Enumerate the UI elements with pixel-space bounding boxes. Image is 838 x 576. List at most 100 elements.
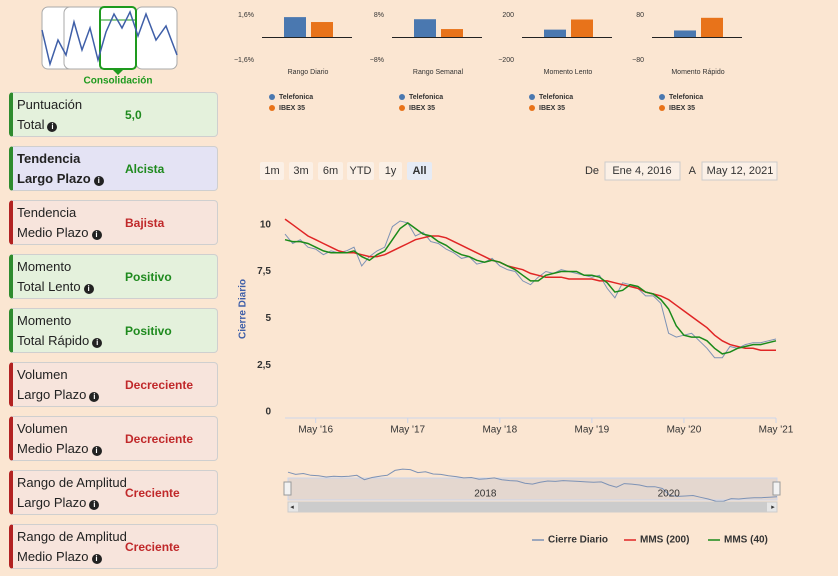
scrollbar-thumb xyxy=(298,502,767,512)
card-label-line: Medio Plazo xyxy=(17,549,89,564)
card-value: Creciente xyxy=(125,486,180,500)
y-tick-label: −8% xyxy=(370,57,384,64)
y-tick-label: 80 xyxy=(636,12,644,19)
line-series xyxy=(284,218,776,351)
info-icon[interactable]: i xyxy=(47,122,58,132)
legend-label: Telefonica xyxy=(279,94,313,101)
scrollbar-arrow: ◂ xyxy=(290,504,294,511)
legend-symbol xyxy=(659,94,665,100)
indicator-card: Momento Total Lento i Positivo xyxy=(9,254,218,299)
x-axis-label: Rango Semanal xyxy=(413,69,464,76)
range-button[interactable]: 1y xyxy=(379,162,402,180)
navigator-handle[interactable] xyxy=(283,481,292,496)
navigator-label: 2018 xyxy=(474,489,497,500)
from-input xyxy=(604,161,681,181)
card-label-line: Tendencia xyxy=(17,151,81,166)
card-label: Momento Total Rápido i xyxy=(17,311,103,351)
range-button[interactable]: All xyxy=(407,162,432,180)
from-value: Ene 4, 2016 xyxy=(612,165,671,177)
indicator-card: Tendencia Largo Plazo i Alcista xyxy=(9,146,218,191)
indicator-card: Puntuación Total i 5,0 xyxy=(9,92,218,137)
legend-label: Telefonica xyxy=(539,94,573,101)
legend-symbol xyxy=(269,105,275,111)
card-label: Puntuación Total i xyxy=(17,95,82,135)
legend-label: IBEX 35 xyxy=(279,105,305,112)
x-tick-label: May '21 xyxy=(759,425,794,436)
indicator-card: Rango de Amplitud Largo Plazo i Creciente xyxy=(9,470,218,515)
card-label-line: Volumen xyxy=(17,421,68,436)
y-tick-label: 200 xyxy=(502,12,514,19)
indicator-card: Volumen Medio Plazo i Decreciente xyxy=(9,416,218,461)
legend-label: IBEX 35 xyxy=(539,105,565,112)
range-button[interactable]: 6m xyxy=(318,162,343,180)
card-label-line: Largo Plazo xyxy=(17,171,91,186)
card-label-line: Puntuación xyxy=(17,97,83,112)
y-tick-label: 5 xyxy=(265,313,271,324)
y-tick-label: −1,6% xyxy=(234,57,254,64)
info-icon[interactable]: i xyxy=(92,338,103,348)
card-label: Rango de Amplitud Largo Plazo i xyxy=(17,473,127,513)
navigator-handle[interactable] xyxy=(772,481,781,496)
legend-label: Telefonica xyxy=(409,94,443,101)
card-label: Volumen Medio Plazo i xyxy=(17,419,102,459)
to-label: A xyxy=(689,165,697,177)
bar xyxy=(701,17,723,38)
info-icon[interactable]: i xyxy=(89,392,100,402)
card-label-line: Largo Plazo xyxy=(17,387,87,402)
bar xyxy=(441,29,463,38)
range-button-bg xyxy=(289,162,313,180)
card-label-line: Total xyxy=(17,117,45,132)
line-series xyxy=(284,221,777,355)
y-tick-label: 2,5 xyxy=(257,360,271,371)
card-value: Positivo xyxy=(125,324,172,338)
x-tick-label: May '17 xyxy=(390,425,425,436)
card-label-line: Rango de Amplitud xyxy=(17,529,127,544)
card-label: Rango de Amplitud Medio Plazo i xyxy=(17,527,127,567)
card-label-line: Momento xyxy=(17,259,72,274)
range-button-label: All xyxy=(412,165,426,177)
y-tick-label: 8% xyxy=(374,12,384,19)
x-tick-label: May '18 xyxy=(482,425,517,436)
y-tick-label: 7,5 xyxy=(257,266,271,277)
legend-symbol xyxy=(269,94,275,100)
indicator-card: Rango de Amplitud Medio Plazo i Creciente xyxy=(9,524,218,569)
card-label: Tendencia Largo Plazo i xyxy=(17,149,104,189)
range-button-bg xyxy=(379,162,402,180)
legend-label: IBEX 35 xyxy=(409,105,435,112)
info-icon[interactable]: i xyxy=(91,554,102,564)
info-icon[interactable]: i xyxy=(89,500,100,510)
range-button-label: 6m xyxy=(323,165,338,177)
info-icon[interactable]: i xyxy=(91,230,102,240)
card-value: Creciente xyxy=(125,540,180,554)
x-tick-label: May '16 xyxy=(298,425,333,436)
to-value: May 12, 2021 xyxy=(707,165,774,177)
info-icon[interactable]: i xyxy=(91,446,102,456)
indicator-card: Volumen Largo Plazo i Decreciente xyxy=(9,362,218,407)
info-icon[interactable]: i xyxy=(83,284,94,294)
card-label-line: Medio Plazo xyxy=(17,441,89,456)
y-tick-label: 1,6% xyxy=(238,12,254,19)
bar xyxy=(674,30,696,38)
bar xyxy=(544,29,566,38)
to-input xyxy=(701,161,778,181)
card-label: Volumen Largo Plazo i xyxy=(17,365,100,405)
range-button[interactable]: 3m xyxy=(289,162,313,180)
range-button[interactable]: 1m xyxy=(260,162,284,180)
legend-symbol xyxy=(399,94,405,100)
info-icon[interactable]: i xyxy=(93,176,104,186)
indicator-card: Momento Total Rápido i Positivo xyxy=(9,308,218,353)
card-label-line: Tendencia xyxy=(17,205,77,220)
range-button-label: YTD xyxy=(350,165,372,177)
x-tick-label: May '20 xyxy=(667,425,702,436)
card-label-line: Total Rápido xyxy=(17,333,90,348)
card-value: 5,0 xyxy=(125,108,142,122)
pattern-label: Consolidación xyxy=(84,76,153,87)
range-button[interactable]: YTD xyxy=(347,162,374,180)
card-label: Tendencia Medio Plazo i xyxy=(17,203,102,243)
legend-symbol xyxy=(659,105,665,111)
navigator-label: 2020 xyxy=(658,489,681,500)
y-tick-label: 10 xyxy=(260,219,272,230)
y-axis-label: Cierre Diario xyxy=(238,279,249,339)
legend-symbol xyxy=(399,105,405,111)
card-label-line: Total Lento xyxy=(17,279,81,294)
